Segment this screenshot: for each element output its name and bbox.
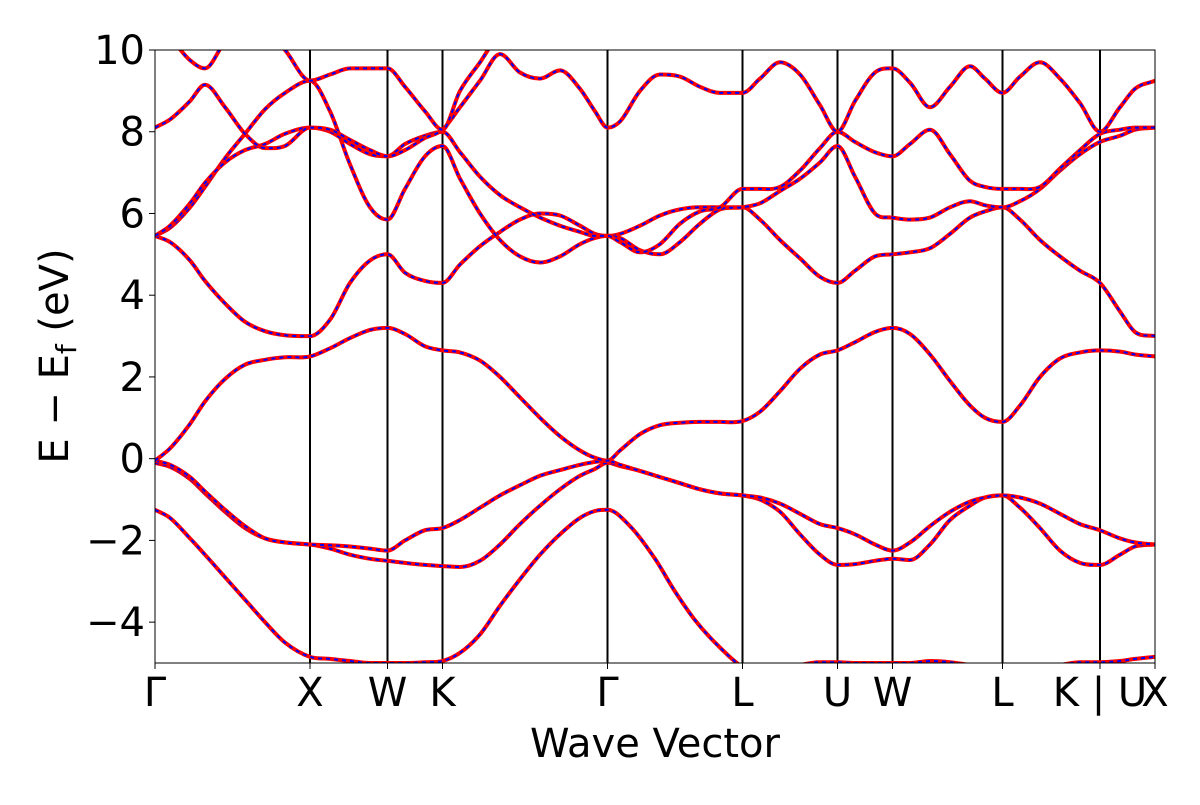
x-axis-label: Wave Vector — [530, 721, 781, 767]
band-line-dashed-1 — [155, 508, 1155, 663]
y-tick-label: 0 — [120, 437, 145, 483]
x-tick-label: X — [1141, 670, 1168, 716]
y-axis-label-main: E − E — [32, 354, 78, 464]
band-line-dashed-4 — [155, 326, 1155, 462]
x-tick-label: K — [429, 670, 457, 716]
x-tick-label: Γ — [144, 670, 167, 716]
y-tick-label: 6 — [120, 191, 145, 237]
y-axis-label-unit: (eV) — [32, 248, 78, 344]
bands — [155, 50, 1155, 663]
kpoint-lines — [309, 50, 1101, 663]
x-tick-label: W — [873, 670, 913, 716]
y-tick-label: 4 — [120, 273, 145, 319]
y-axis-ticks: −4 −2 0 2 4 6 8 10 — [86, 28, 155, 646]
y-tick-label: 10 — [94, 28, 145, 74]
y-tick-label: −4 — [86, 600, 145, 646]
band-line-dashed-5 — [155, 206, 1155, 338]
y-tick-label: 2 — [120, 355, 145, 401]
y-tick-label: −2 — [86, 518, 145, 564]
band-line-dashed-8 — [155, 53, 1155, 158]
x-tick-label: W — [368, 670, 408, 716]
band-line-dashed-6 — [155, 79, 1155, 264]
x-tick-label: X — [296, 670, 323, 716]
x-tick-label: L — [991, 670, 1014, 716]
x-tick-label: L — [731, 670, 754, 716]
plot-frame — [154, 49, 1156, 664]
x-tick-label: U — [823, 670, 852, 716]
y-axis-label: E − Ef (eV) — [32, 248, 83, 463]
x-tick-label: K | U — [1053, 670, 1147, 716]
band-line-dashed-9 — [179, 50, 490, 131]
y-axis-label-subscript: f — [50, 343, 83, 354]
x-tick-label: Γ — [596, 670, 619, 716]
band-line-dashed-3 — [155, 459, 1155, 552]
y-tick-label: 8 — [120, 110, 145, 156]
